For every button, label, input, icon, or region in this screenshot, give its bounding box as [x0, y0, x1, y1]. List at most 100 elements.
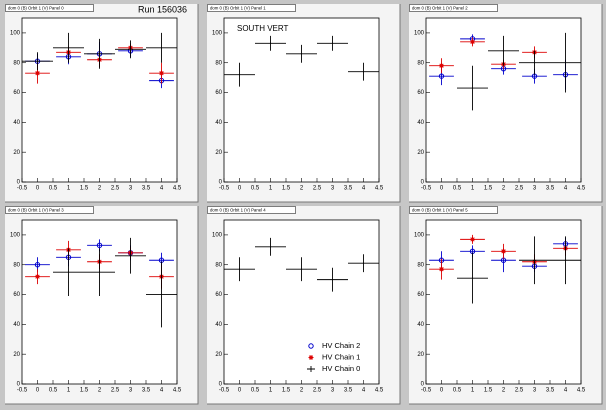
marker	[129, 255, 132, 257]
x-tick-label: 0	[238, 388, 242, 394]
marker	[238, 74, 241, 76]
x-tick-label: 2	[300, 186, 304, 192]
y-tick-label: 100	[212, 30, 223, 36]
marker	[533, 62, 536, 64]
marker	[438, 73, 445, 79]
marker	[308, 343, 314, 349]
marker	[34, 262, 41, 268]
x-tick-label: 0	[440, 186, 444, 192]
y-tick-label: 0	[421, 180, 425, 186]
y-tick-label: 20	[13, 150, 20, 156]
x-tick-label: 2.5	[111, 186, 120, 192]
marker	[470, 236, 475, 242]
marker	[502, 50, 505, 52]
pad: dom 0 (B) Orbit 1 (V) Panel 3-0.5 0 0.5 1 1.…	[5, 206, 199, 405]
x-tick-label: 1.5	[484, 388, 493, 394]
plot-frame	[223, 219, 380, 385]
x-tick-label: 2	[300, 388, 304, 394]
x-tick-label: -0.5	[17, 388, 28, 394]
x-tick-label: 2	[502, 388, 506, 394]
x-tick-label: 4	[362, 186, 366, 192]
x-tick-label: 3.5	[142, 388, 151, 394]
y-tick-label: 80	[13, 262, 20, 268]
marker	[36, 60, 39, 62]
pad-title: dom 0 (B) Orbit 1 (V) Panel 2	[412, 5, 468, 10]
pad-title-box	[207, 4, 296, 12]
x-tick-label: 2.5	[111, 388, 120, 394]
marker	[501, 248, 506, 254]
y-tick-label: 60	[417, 90, 424, 96]
x-tick-label: 2	[98, 388, 102, 394]
legend-symbol	[307, 366, 315, 372]
y-tick-label: 60	[13, 90, 20, 96]
pad: dom 0 (B) Orbit 1 (V) Panel 5-0.5 0 0.5 1 1.…	[409, 206, 603, 405]
pad-title-box	[207, 206, 296, 214]
y-tick-label: 100	[414, 30, 425, 36]
marker	[564, 259, 567, 261]
y-tick-label: 80	[417, 60, 424, 66]
pad: dom 0 (B) Orbit 1 (V) Panel 4-0.5 0 0.5 1 1.…	[207, 206, 401, 405]
x-tick-label: 3.5	[344, 186, 353, 192]
x-tick-label: 0.5	[251, 388, 260, 394]
y-tick-label: 80	[215, 60, 222, 66]
y-tick-label: 100	[10, 232, 21, 238]
y-tick-label: 40	[417, 120, 424, 126]
y-tick-label: 40	[215, 322, 222, 328]
pad-title: dom 0 (B) Orbit 1 (V) Panel 4	[210, 207, 266, 212]
x-tick-label: 1	[67, 388, 71, 394]
x-tick-label: 4	[564, 388, 568, 394]
y-tick-label: 80	[417, 262, 424, 268]
marker	[129, 48, 132, 50]
x-tick-label: 0	[440, 388, 444, 394]
x-tick-label: 3.5	[344, 388, 353, 394]
pad-title-box	[5, 4, 94, 12]
y-tick-label: 40	[417, 322, 424, 328]
x-tick-label: 2.5	[313, 388, 322, 394]
marker	[564, 62, 567, 64]
y-tick-label: 80	[215, 262, 222, 268]
x-tick-label: 0.5	[49, 388, 58, 394]
x-tick-label: 4.5	[375, 388, 384, 394]
y-tick-label: 0	[17, 180, 21, 186]
x-tick-label: 0	[36, 186, 40, 192]
marker	[67, 47, 70, 49]
pad-title-box	[409, 4, 498, 12]
x-tick-label: 0.5	[453, 388, 462, 394]
pad-title: dom 0 (B) Orbit 1 (V) Panel 5	[412, 207, 468, 212]
x-tick-label: 2.5	[515, 388, 524, 394]
x-tick-label: 1	[269, 388, 273, 394]
marker	[238, 268, 241, 270]
x-tick-label: 2.5	[313, 186, 322, 192]
pad-border	[5, 4, 199, 203]
pad-border	[409, 206, 603, 405]
y-tick-label: 0	[219, 180, 223, 186]
y-tick-label: 60	[215, 292, 222, 298]
annotation: SOUTH VERT	[237, 24, 289, 33]
x-tick-label: 4	[362, 388, 366, 394]
x-tick-label: 2	[98, 186, 102, 192]
marker	[439, 266, 444, 272]
y-tick-label: 100	[10, 30, 21, 36]
marker	[35, 274, 40, 280]
y-tick-label: 60	[215, 90, 222, 96]
x-tick-label: 3.5	[546, 186, 555, 192]
x-tick-label: 2.5	[515, 186, 524, 192]
marker	[98, 271, 101, 273]
y-tick-label: 40	[13, 322, 20, 328]
x-tick-label: 3	[331, 186, 335, 192]
marker	[300, 268, 303, 270]
x-tick-label: 0.5	[453, 186, 462, 192]
y-tick-label: 20	[13, 352, 20, 358]
marker	[160, 47, 163, 49]
legend-label: HV Chain 0	[322, 364, 360, 373]
x-tick-label: 1.5	[282, 186, 291, 192]
x-tick-label: 1.5	[80, 388, 89, 394]
x-tick-label: 0.5	[251, 186, 260, 192]
marker	[471, 87, 474, 89]
marker	[362, 262, 365, 264]
y-tick-label: 20	[417, 352, 424, 358]
x-tick-label: 4.5	[173, 186, 182, 192]
x-tick-label: 3	[533, 186, 537, 192]
x-tick-label: 3	[129, 388, 133, 394]
